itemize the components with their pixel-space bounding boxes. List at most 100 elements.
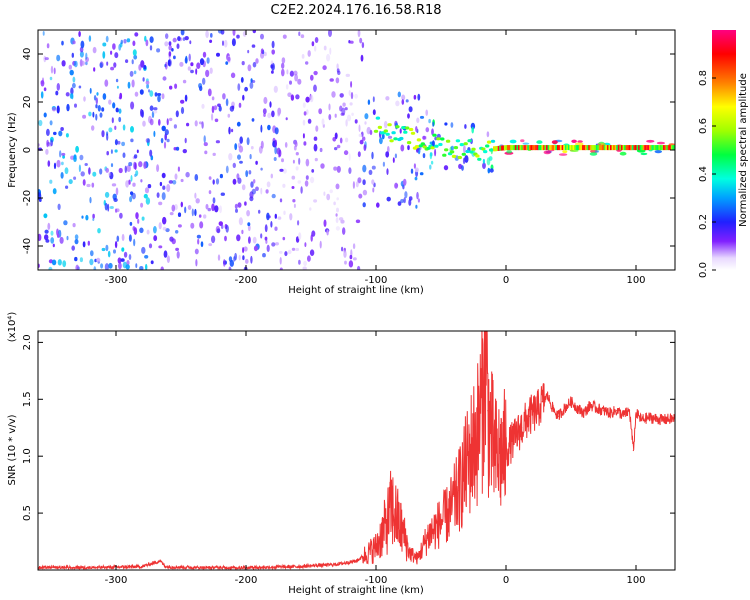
heatmap-cell — [345, 137, 349, 143]
heatmap-cell — [422, 135, 426, 140]
snr-point — [635, 412, 637, 414]
heatmap-cell — [255, 186, 259, 192]
heatmap-cell — [251, 118, 255, 122]
heatmap-cell — [247, 222, 251, 227]
heatmap-cell — [336, 207, 339, 213]
heatmap-cell — [236, 121, 241, 127]
heatmap-cell — [146, 83, 150, 89]
heatmap-cell — [128, 162, 133, 167]
heatmap-ridge-cell — [522, 145, 526, 151]
colorbar-tick-label: 0.6 — [698, 118, 709, 134]
heatmap-cell — [132, 49, 137, 56]
heatmap-cell — [416, 191, 419, 200]
heatmap-cell — [112, 102, 116, 109]
heatmap-cell — [360, 54, 364, 62]
heatmap-ridge-cell — [377, 125, 383, 129]
heatmap-cell — [392, 157, 395, 163]
heatmap-cell — [60, 172, 64, 179]
heatmap-cell — [89, 196, 92, 204]
heatmap-ridge-cell — [606, 145, 610, 151]
heatmap-ridge-cell — [597, 145, 601, 151]
spectrogram-cells — [38, 30, 675, 270]
heatmap-ridge-cell — [655, 145, 658, 151]
heatmap-cell — [202, 51, 207, 58]
heatmap-ridge-cell — [575, 145, 579, 151]
snr-point — [528, 415, 531, 417]
heatmap-cell — [294, 73, 298, 82]
heatmap-cell — [417, 93, 421, 101]
heatmap-cell — [57, 259, 62, 266]
heatmap-cell — [247, 224, 251, 232]
heatmap-cell — [182, 149, 187, 154]
heatmap-cell — [69, 69, 74, 76]
heatmap-cell — [127, 81, 131, 89]
heatmap-cell — [368, 169, 373, 175]
heatmap-cell — [113, 198, 118, 202]
heatmap-cell — [362, 189, 368, 196]
heatmap-cell — [270, 221, 273, 228]
heatmap-cell — [149, 105, 154, 111]
heatmap-cell — [56, 54, 61, 62]
heatmap-cell — [130, 191, 133, 197]
heatmap-cell — [225, 98, 229, 107]
heatmap-ridge-cell — [485, 144, 490, 148]
heatmap-cell — [522, 142, 530, 145]
heatmap-cell — [211, 235, 216, 244]
heatmap-cell — [305, 175, 309, 180]
heatmap-ridge-cell — [566, 145, 569, 151]
heatmap-ridge-cell — [578, 145, 582, 151]
heatmap-cell — [70, 87, 74, 95]
heatmap-cell — [149, 36, 154, 43]
x-tick-label: 0 — [503, 575, 509, 586]
heatmap-cell — [122, 152, 126, 158]
heatmap-cell — [464, 155, 469, 163]
heatmap-cell — [422, 153, 426, 159]
heatmap-cell — [333, 166, 338, 171]
heatmap-cell — [211, 105, 215, 114]
heatmap-ridge-cell — [405, 126, 410, 130]
heatmap-cell — [156, 164, 160, 173]
heatmap-cell — [348, 167, 352, 175]
heatmap-cell — [74, 103, 77, 108]
heatmap-cell — [143, 161, 147, 169]
heatmap-cell — [562, 150, 568, 154]
heatmap-ridge-cell — [633, 145, 636, 151]
heatmap-cell — [597, 143, 607, 146]
heatmap-cell — [136, 149, 139, 154]
heatmap-cell — [179, 61, 184, 67]
heatmap-ridge-cell — [544, 145, 548, 151]
heatmap-cell — [163, 250, 168, 258]
heatmap-ridge-cell — [445, 139, 451, 143]
heatmap-cell — [311, 169, 315, 173]
heatmap-cell — [194, 120, 198, 127]
heatmap-ridge-cell — [465, 149, 470, 154]
heatmap-cell — [186, 122, 190, 127]
heatmap-cell — [74, 234, 79, 240]
heatmap-cell — [263, 96, 268, 105]
heatmap-cell — [92, 111, 95, 118]
heatmap-cell — [238, 217, 243, 226]
heatmap-cell — [180, 99, 185, 104]
heatmap-ridge-cell — [393, 137, 398, 141]
heatmap-cell — [145, 80, 150, 85]
heatmap-cell — [177, 36, 181, 42]
heatmap-cell — [205, 203, 209, 210]
snr-point — [193, 567, 195, 569]
heatmap-cell — [50, 230, 54, 236]
heatmap-cell — [130, 138, 134, 143]
heatmap-cell — [342, 102, 346, 107]
heatmap-ridge-cell — [564, 145, 568, 151]
snr-point — [396, 518, 398, 520]
y-tick-label: 0 — [22, 147, 33, 153]
heatmap-cell — [48, 266, 53, 270]
heatmap-cell — [113, 62, 117, 68]
heatmap-ridge-cell — [627, 145, 630, 151]
x-tick-label: -200 — [235, 575, 258, 586]
heatmap-cell — [118, 108, 122, 114]
heatmap-cell — [133, 54, 138, 60]
snr-point — [476, 432, 478, 434]
heatmap-cell — [102, 42, 107, 47]
heatmap-cell — [165, 33, 169, 39]
heatmap-cell — [410, 168, 414, 174]
heatmap-cell — [394, 153, 397, 159]
